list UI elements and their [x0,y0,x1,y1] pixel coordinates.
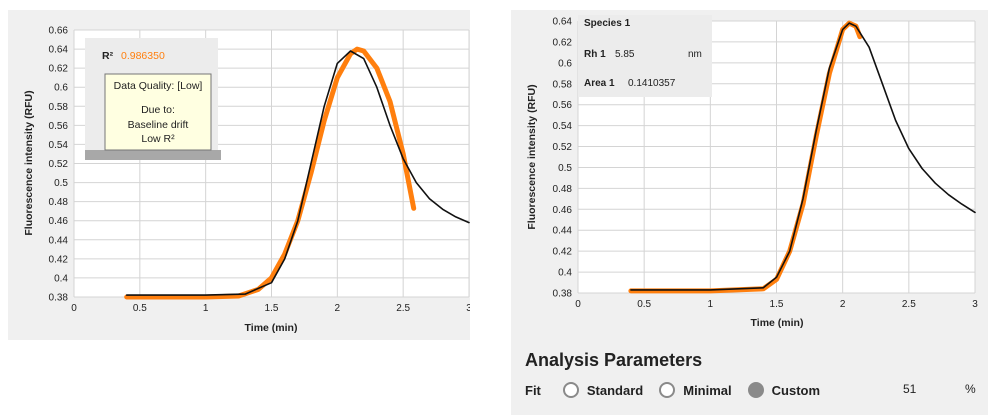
x-tick-label: 2.5 [396,303,410,314]
x-tick-label: 3 [466,303,470,314]
y-tick-label: 0.38 [49,293,69,304]
y-tick-label: 0.5 [558,163,572,174]
series-group [628,20,976,294]
analysis-parameters-panel: Analysis Parameters Fit Standard Minimal… [511,338,988,415]
x-tick-label: 2 [335,303,341,314]
species-title: Species 1 [584,18,631,29]
y-tick-label: 0.38 [553,289,573,300]
analysis-title: Analysis Parameters [525,350,703,370]
rh-label: Rh 1 [584,49,606,60]
x-tick-label: 2.5 [902,299,916,310]
fit-option-label: Minimal [683,382,732,398]
x-axis-label: Time (min) [245,322,298,334]
x-tick-labels: 0 0.5 1 1.5 2 2.5 3 [575,299,978,310]
r2-value: 0.986350 [121,50,165,62]
y-tick-label: 0.58 [553,79,573,90]
tooltip-reason: Low R² [141,133,175,145]
y-tick-label: 0.46 [49,216,69,227]
x-tick-labels: 0 0.5 1 1.5 2 2.5 3 [71,303,470,314]
y-tick-label: 0.44 [49,235,69,246]
y-tick-label: 0.58 [49,102,69,113]
tooltip-due-to: Due to: [141,104,175,116]
measured-trace-line [630,22,976,291]
y-tick-label: 0.52 [553,142,573,153]
x-axis-label: Time (min) [751,317,804,329]
measured-trace-line [125,50,470,296]
r2-box-footer [85,150,221,160]
y-axis-label: Fluorescence intensity (RFU) [526,84,538,229]
x-tick-label: 0 [575,299,581,310]
y-tick-label: 0.4 [558,268,572,279]
fit-label: Fit [525,382,541,398]
right-chart: 0.380.40.420.440.460.480.50.520.540.560.… [526,15,978,329]
x-tick-label: 1.5 [265,303,279,314]
fit-option-minimal[interactable]: Minimal [659,382,732,398]
right-chart-panel: 0.38 0.4 0.42 0.44 0.46 0.48 0.5 0.52 0.54 0.56 0.… [511,10,988,338]
area-value: 0.1410357 [628,78,676,89]
y-tick-label: 0.54 [49,140,69,151]
fit-row: Fit Standard Minimal Custom [525,378,820,402]
y-tick-label: 0.6 [54,83,68,94]
y-tick-label: 0.64 [49,45,69,56]
x-tick-label: 1 [708,299,714,310]
y-tick-label: 0.48 [553,184,573,195]
area-label: Area 1 [584,78,615,89]
data-quality-tooltip [104,73,212,151]
custom-percent-input[interactable] [903,379,955,399]
y-tick-label: 0.44 [553,226,573,237]
rh-value: 5.85 [615,49,635,60]
y-tick-label: 0.62 [49,64,69,75]
y-tick-labels: 0.38 0.4 0.42 0.44 0.46 0.48 0.5 0.52 0.54 0.56 0.… [49,26,69,304]
x-tick-label: 1.5 [770,299,784,310]
fit-option-standard[interactable]: Standard [562,382,644,398]
x-tick-label: 0.5 [637,299,651,310]
rh-unit: nm [688,49,702,60]
tooltip-title: Data Quality: [Low] [114,80,203,92]
y-axis-label: Fluorescence intensity (RFU) [23,90,35,235]
y-tick-label: 0.46 [553,205,573,216]
y-tick-label: 0.56 [49,121,69,132]
x-tick-label: 0.5 [133,303,147,314]
series-group [124,46,470,300]
left-chart: 0.380.40.420.440.460.480.50.520.540.560.… [23,26,470,335]
y-tick-labels: 0.38 0.4 0.42 0.44 0.46 0.48 0.5 0.52 0.54 0.56 0.… [553,17,573,300]
y-tick-label: 0.54 [553,121,573,132]
y-tick-label: 0.66 [49,26,69,37]
y-tick-label: 0.6 [558,58,572,69]
r2-label: R² [102,50,114,62]
percent-unit: % [965,382,976,396]
y-tick-label: 0.5 [54,178,68,189]
tooltip-reason: Baseline drift [128,119,189,131]
radio-custom[interactable] [747,382,764,398]
radio-standard[interactable] [562,382,579,398]
y-tick-label: 0.64 [553,17,573,28]
y-tick-label: 0.42 [49,254,69,265]
y-tick-label: 0.52 [49,159,69,170]
y-tick-label: 0.62 [553,37,573,48]
y-tick-label: 0.4 [54,273,68,284]
fit-option-custom[interactable]: Custom [747,382,821,398]
fit-option-label: Custom [771,382,821,398]
left-chart-panel: 0.38 0.4 0.42 0.44 0.46 0.48 0.5 0.52 0.54 0.56 0.… [8,10,470,340]
radio-minimal[interactable] [659,382,676,398]
y-tick-label: 0.56 [553,100,573,111]
y-tick-label: 0.42 [553,247,573,258]
x-tick-label: 3 [972,299,978,310]
fit-option-label: Standard [586,382,644,398]
x-tick-label: 0 [71,303,77,314]
x-tick-label: 2 [840,299,846,310]
y-tick-label: 0.48 [49,197,69,208]
x-tick-label: 1 [203,303,209,314]
species-info-box [578,15,712,97]
